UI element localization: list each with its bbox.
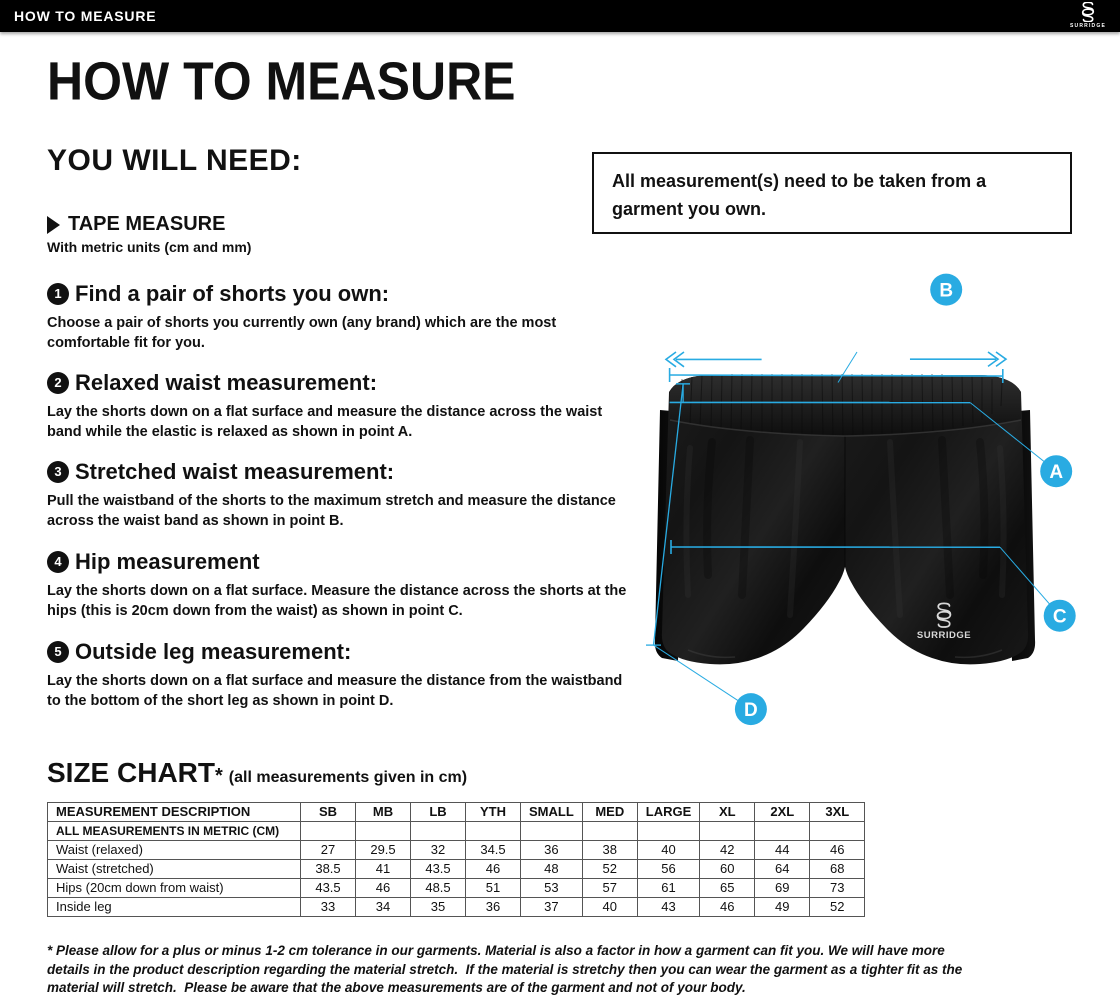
svg-text:SURRIDGE: SURRIDGE	[917, 630, 971, 641]
svg-text:B: B	[939, 281, 953, 302]
svg-text:D: D	[744, 700, 758, 721]
svg-text:C: C	[1053, 607, 1067, 628]
svg-text:A: A	[1049, 462, 1063, 483]
